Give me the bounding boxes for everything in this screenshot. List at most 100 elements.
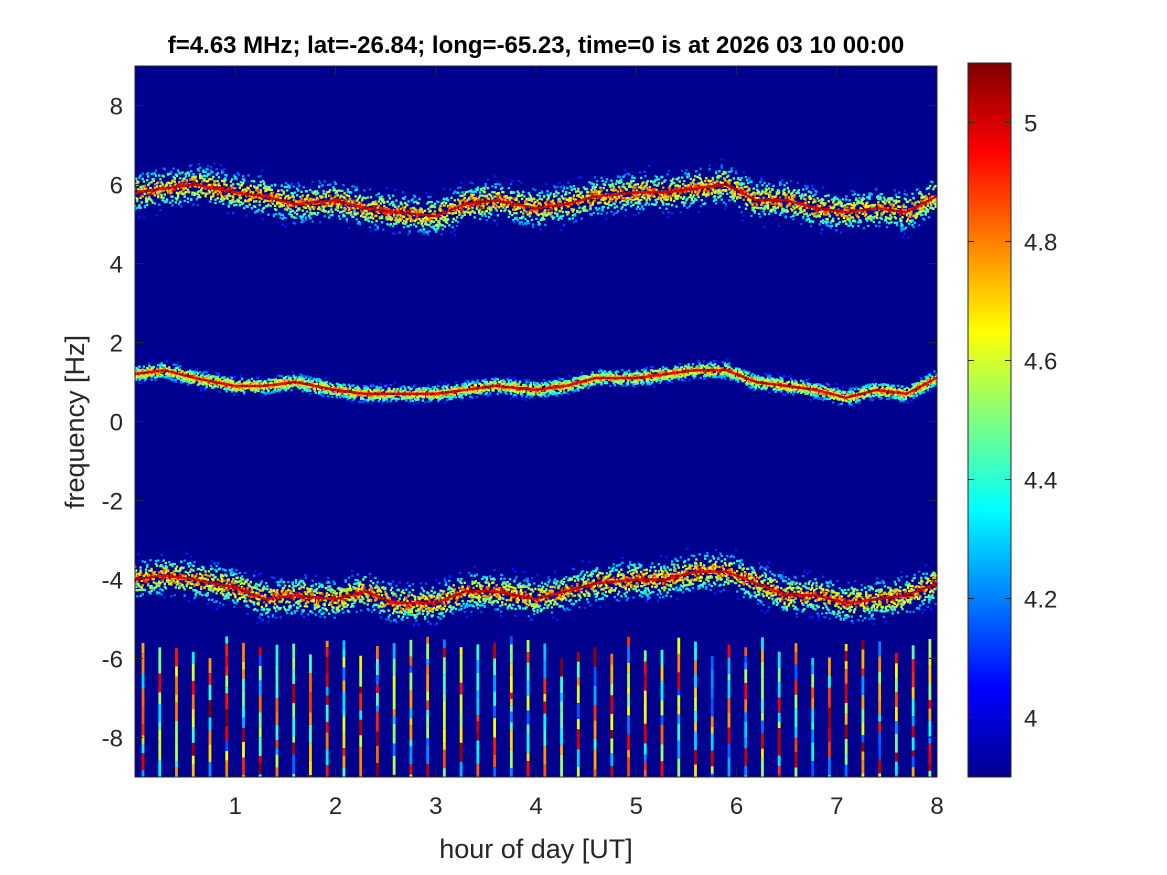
trace-point <box>316 202 320 206</box>
stripe-segment <box>392 723 396 744</box>
trace-point <box>407 210 410 213</box>
trace-point <box>368 226 372 229</box>
trace-point <box>838 199 841 202</box>
stripe-segment <box>928 684 932 700</box>
trace-point <box>182 186 185 190</box>
trace-point <box>720 166 723 169</box>
trace-point <box>358 194 362 197</box>
trace-point <box>175 173 179 176</box>
stripe-segment <box>894 678 898 692</box>
stripe-segment <box>359 669 363 687</box>
stripe-segment <box>325 695 329 705</box>
trace-point <box>841 198 845 201</box>
stripe-segment <box>158 704 162 722</box>
stripe-segment <box>861 735 865 743</box>
stripe-segment <box>576 719 580 730</box>
stripe-segment <box>275 711 279 725</box>
trace-point <box>642 208 645 211</box>
trace-point <box>783 188 786 191</box>
stripe-segment <box>158 692 162 705</box>
trace-point <box>598 207 601 210</box>
trace-point <box>723 207 727 210</box>
trace-point <box>313 212 316 215</box>
trace-point <box>362 196 365 199</box>
trace-point <box>707 192 710 195</box>
trace-point <box>147 175 150 178</box>
stripe-segment <box>610 753 614 767</box>
trace-point <box>559 228 562 232</box>
trace-point <box>291 204 294 207</box>
trace-point <box>496 214 500 217</box>
trace-point <box>818 210 822 214</box>
trace-point <box>288 212 291 216</box>
trace-point <box>290 215 293 218</box>
trace-point <box>340 206 343 209</box>
trace-point <box>375 193 378 197</box>
trace-point <box>272 194 276 198</box>
trace-point <box>917 224 921 227</box>
trace-point <box>448 224 451 227</box>
trace-point <box>474 190 477 193</box>
trace-point <box>309 188 312 192</box>
stripe-segment <box>928 657 932 666</box>
trace-point <box>817 199 820 202</box>
stripe-segment <box>309 692 312 713</box>
trace-point <box>239 181 243 184</box>
trace-point <box>877 194 880 198</box>
trace-point <box>408 229 411 233</box>
trace-point <box>214 184 217 187</box>
trace-point <box>590 182 593 185</box>
trace-point <box>631 175 634 178</box>
stripe-segment <box>275 754 279 768</box>
trace-point <box>762 210 765 213</box>
trace-point <box>283 197 287 200</box>
trace-point <box>575 190 578 193</box>
trace-point <box>730 167 733 170</box>
trace-point <box>175 198 179 201</box>
trace-point <box>516 219 519 222</box>
trace-point <box>258 204 261 207</box>
trace-point <box>536 193 539 197</box>
stripe-segment <box>493 737 496 755</box>
trace-point <box>562 223 566 227</box>
trace-point <box>335 203 339 206</box>
trace-point <box>389 212 393 216</box>
trace-point <box>178 171 181 174</box>
stripe-segment <box>928 753 932 765</box>
trace-point <box>638 202 642 205</box>
trace-point <box>216 193 219 196</box>
stripe-segment <box>292 742 296 755</box>
stripe-segment <box>258 728 262 738</box>
trace-point <box>561 210 565 214</box>
trace-point <box>919 207 922 211</box>
trace-point <box>535 217 538 221</box>
trace-point <box>894 217 898 220</box>
trace-point <box>538 197 541 200</box>
trace-point <box>507 186 511 190</box>
trace-point <box>277 189 280 193</box>
trace-point <box>347 211 351 215</box>
trace-point <box>572 220 576 224</box>
trace-point <box>291 209 294 213</box>
trace-point <box>822 186 825 189</box>
trace-point <box>289 203 292 207</box>
trace-point <box>543 218 546 221</box>
stripe-segment <box>292 684 296 704</box>
trace-point <box>927 187 931 190</box>
trace-point <box>643 196 646 200</box>
trace-point <box>686 197 689 200</box>
trace-point <box>876 216 879 220</box>
stripe-segment <box>894 733 898 753</box>
trace-point <box>515 212 518 215</box>
trace-point <box>461 214 464 218</box>
trace-point <box>857 221 860 224</box>
trace-point <box>411 198 415 201</box>
trace-point <box>173 188 176 191</box>
stripe-segment <box>526 734 530 753</box>
trace-point <box>638 207 642 210</box>
trace-point <box>459 202 462 205</box>
trace-point <box>566 186 569 190</box>
trace-point <box>571 214 574 217</box>
trace-point <box>270 184 273 187</box>
trace-point <box>780 202 783 206</box>
